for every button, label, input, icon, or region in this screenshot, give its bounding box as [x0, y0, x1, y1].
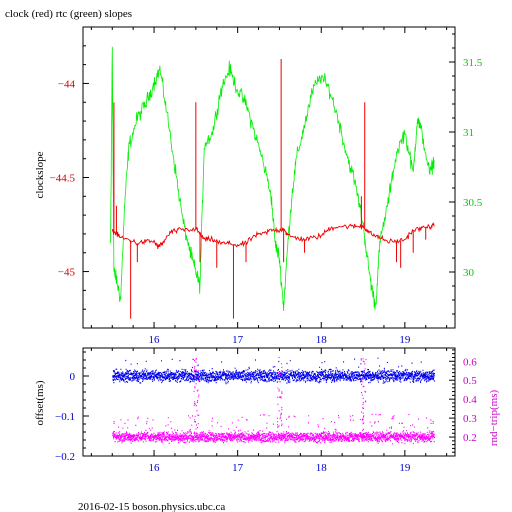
x-tick-label: 16 [149, 334, 161, 346]
right-y-tick-label: 30 [463, 267, 475, 279]
right-y-tick-label: 0.2 [463, 432, 477, 444]
x-tick-label: 19 [399, 462, 411, 474]
left-y-tick-label: −44 [58, 78, 76, 90]
plot-frame [82, 347, 456, 457]
top-chart-panel: 16 17 18 19 −44 −44.5 −45 31.5 31 30.5 30 [50, 26, 483, 346]
left-y-tick-label: −0.1 [55, 411, 75, 423]
offset-points [112, 357, 435, 385]
top-left-axis-label: clockslope [34, 151, 46, 198]
right-y-tick-label: 0.5 [463, 375, 477, 387]
right-y-tick-label: 0.6 [463, 356, 477, 368]
footer-date-host: 2016-02-15 boson.physics.ubc.ca [78, 501, 225, 512]
clock-slope-line [111, 221, 435, 249]
plot-frame [82, 26, 456, 329]
x-tick-label: 18 [316, 462, 328, 474]
x-tick-label: 19 [399, 334, 411, 346]
x-tick-label: 18 [316, 334, 328, 346]
left-y-tick-label: −45 [58, 267, 76, 279]
right-y-tick-label: 31.5 [463, 57, 483, 69]
right-y-tick-label: 0.4 [463, 394, 477, 406]
chart-title: clock (red) rtc (green) slopes [5, 8, 132, 20]
x-tick-label: 17 [232, 334, 244, 346]
x-tick-label: 17 [232, 462, 244, 474]
rtc-slope-line [110, 46, 435, 312]
right-y-tick-label: 30.5 [463, 197, 483, 209]
left-y-tick-label: −44.5 [50, 173, 76, 185]
left-y-tick-label: −0.2 [55, 451, 75, 463]
right-y-tick-label: 31 [463, 127, 474, 139]
right-y-tick-label: 0.3 [463, 413, 477, 425]
left-y-tick-label: 0 [70, 371, 76, 383]
x-tick-label: 16 [149, 462, 161, 474]
bottom-left-axis-label: offset(ms) [34, 380, 46, 425]
roundtrip-points [112, 356, 435, 445]
bottom-chart-panel: 16 17 18 19 0 −0.1 −0.2 0.6 0.5 0.4 0.3 0.2 [55, 347, 477, 474]
bottom-right-axis-label: rnd−trip(ms) [488, 390, 500, 447]
